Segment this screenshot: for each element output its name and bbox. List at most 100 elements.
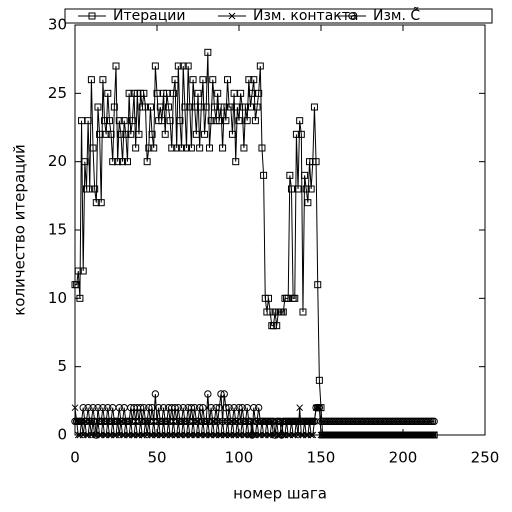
marker <box>310 103 318 111</box>
marker <box>401 431 408 439</box>
marker <box>114 158 122 166</box>
y-tick-label: 0 <box>57 426 67 444</box>
marker <box>209 76 217 84</box>
marker <box>246 103 254 111</box>
series-line <box>75 393 435 436</box>
marker <box>338 431 346 439</box>
marker <box>74 267 82 275</box>
marker <box>254 403 263 412</box>
marker <box>187 403 196 412</box>
x-tick-label: 150 <box>307 449 336 467</box>
marker <box>220 390 228 398</box>
marker <box>146 103 154 111</box>
marker <box>97 199 105 207</box>
marker <box>232 431 240 439</box>
marker <box>197 103 205 111</box>
marker <box>360 431 367 439</box>
marker <box>242 431 249 439</box>
marker <box>84 431 92 439</box>
marker <box>148 130 156 138</box>
marker <box>119 158 127 166</box>
marker <box>184 62 192 70</box>
marker <box>330 431 338 439</box>
y-tick-label: 10 <box>48 289 67 307</box>
marker <box>204 48 212 56</box>
marker <box>150 144 158 152</box>
marker <box>220 103 228 111</box>
marker <box>219 144 227 152</box>
marker <box>148 431 156 439</box>
marker <box>125 431 133 439</box>
marker <box>201 130 209 138</box>
marker <box>94 103 102 111</box>
marker <box>76 294 84 302</box>
marker <box>205 144 213 152</box>
marker <box>319 431 326 439</box>
marker <box>181 103 189 111</box>
marker <box>416 431 423 439</box>
marker <box>304 431 312 439</box>
marker <box>343 431 351 439</box>
marker <box>255 431 263 439</box>
marker <box>173 431 181 439</box>
marker <box>183 144 191 152</box>
marker <box>111 431 118 439</box>
marker <box>133 431 141 439</box>
marker <box>186 431 194 439</box>
legend-item: Изм. C̃ <box>338 7 420 24</box>
marker <box>378 431 386 439</box>
marker <box>379 431 387 439</box>
marker <box>113 417 122 426</box>
marker <box>402 431 410 439</box>
marker <box>168 144 176 152</box>
marker <box>286 431 294 439</box>
marker <box>292 130 300 138</box>
marker <box>119 431 126 439</box>
marker <box>196 431 203 439</box>
marker <box>217 390 225 398</box>
marker <box>178 144 186 152</box>
legend-label: Изм. контакта <box>253 8 358 24</box>
marker <box>347 431 354 439</box>
marker <box>320 431 328 439</box>
marker <box>376 431 384 439</box>
marker <box>414 431 422 439</box>
marker <box>105 117 113 125</box>
marker <box>163 431 171 439</box>
y-tick-label: 25 <box>48 84 67 102</box>
marker <box>255 89 263 97</box>
series-line <box>74 407 435 436</box>
marker <box>373 431 381 439</box>
marker <box>277 431 286 439</box>
plot-frame <box>74 24 486 436</box>
marker <box>142 103 150 111</box>
marker <box>145 403 153 412</box>
marker <box>383 431 390 439</box>
legend-label: Изм. C̃ <box>373 7 420 24</box>
marker <box>235 117 243 125</box>
marker <box>393 431 400 439</box>
marker <box>304 199 312 207</box>
marker <box>89 403 97 412</box>
marker <box>266 308 274 316</box>
marker <box>256 431 264 439</box>
y-tick-label: 5 <box>57 357 67 375</box>
y-tick-label: 15 <box>48 221 67 239</box>
marker <box>166 117 174 125</box>
marker <box>240 144 248 152</box>
marker <box>228 417 237 426</box>
marker <box>97 417 105 426</box>
marker <box>83 431 90 439</box>
marker <box>183 431 190 439</box>
marker <box>196 144 204 152</box>
marker <box>101 431 108 439</box>
marker <box>420 431 428 439</box>
marker <box>299 431 307 439</box>
marker <box>284 431 292 439</box>
marker <box>286 171 294 179</box>
marker <box>345 431 353 439</box>
marker <box>171 76 179 84</box>
marker <box>193 431 200 439</box>
x-tick-label: 50 <box>147 449 166 467</box>
